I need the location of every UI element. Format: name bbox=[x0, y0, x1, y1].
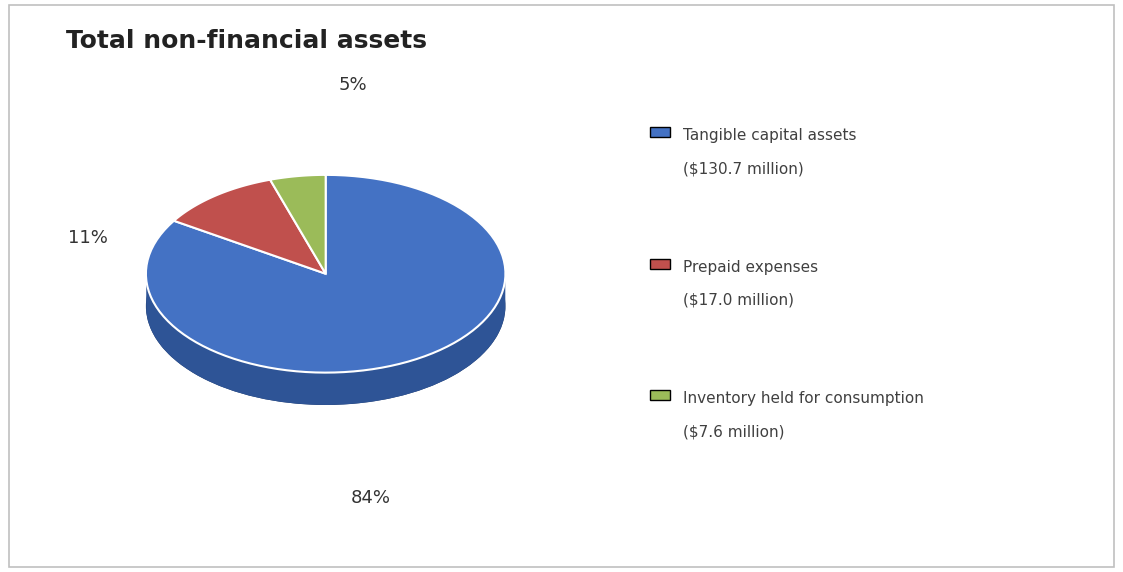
Polygon shape bbox=[271, 175, 326, 274]
Text: 11%: 11% bbox=[69, 229, 108, 247]
Text: Inventory held for consumption: Inventory held for consumption bbox=[683, 391, 923, 406]
FancyBboxPatch shape bbox=[650, 127, 669, 137]
Polygon shape bbox=[174, 180, 326, 274]
Text: Tangible capital assets: Tangible capital assets bbox=[683, 128, 856, 143]
Polygon shape bbox=[146, 277, 505, 405]
Polygon shape bbox=[146, 175, 505, 372]
Text: ($17.0 million): ($17.0 million) bbox=[683, 293, 794, 308]
Text: 5%: 5% bbox=[338, 76, 367, 94]
Ellipse shape bbox=[146, 207, 505, 405]
FancyBboxPatch shape bbox=[650, 390, 669, 400]
Text: Prepaid expenses: Prepaid expenses bbox=[683, 260, 818, 275]
FancyBboxPatch shape bbox=[650, 259, 669, 269]
Text: ($130.7 million): ($130.7 million) bbox=[683, 161, 804, 176]
Text: 84%: 84% bbox=[350, 490, 391, 507]
Text: ($7.6 million): ($7.6 million) bbox=[683, 424, 784, 439]
Text: Total non-financial assets: Total non-financial assets bbox=[66, 29, 428, 53]
